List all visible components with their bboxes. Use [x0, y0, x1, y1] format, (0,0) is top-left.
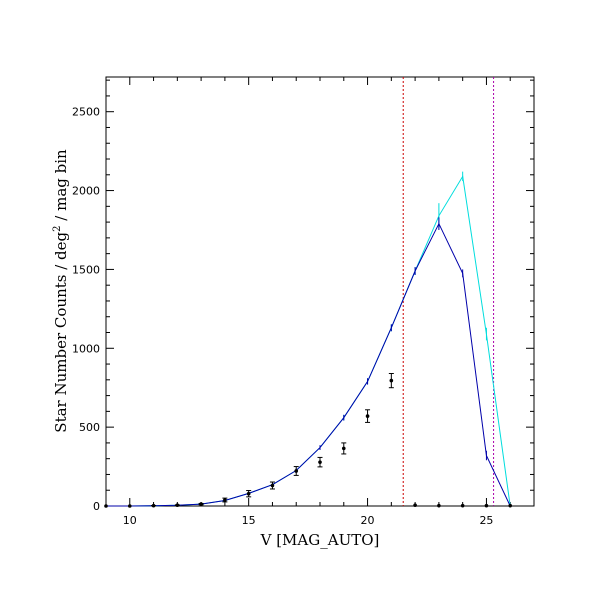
series-layer	[104, 171, 513, 508]
plot-border	[105, 76, 535, 507]
y-tick-label: 1000	[72, 342, 100, 355]
series-line	[106, 174, 511, 507]
data-point	[365, 414, 370, 418]
data-point	[223, 498, 227, 502]
data-point	[270, 483, 275, 488]
y-tick-label: 500	[79, 421, 100, 434]
y-tick-label: 2000	[72, 185, 100, 198]
data-point	[437, 503, 441, 508]
x-tick-label: 20	[361, 514, 375, 527]
data-point	[175, 503, 180, 508]
series-1	[106, 217, 511, 507]
data-point	[246, 491, 251, 496]
data-point	[484, 503, 489, 508]
x-tick-label: 15	[242, 514, 256, 527]
data-point	[294, 469, 299, 473]
series-2	[104, 373, 513, 508]
y-tick-label: 1500	[72, 263, 100, 276]
x-axis-label: V [MAG_AUTO]	[260, 531, 380, 549]
plot-frame	[105, 76, 535, 507]
data-point	[389, 378, 394, 383]
x-tick-label: 10	[123, 514, 137, 527]
data-point	[508, 503, 513, 508]
x-tick-label: 25	[479, 514, 493, 527]
data-point	[318, 460, 322, 464]
y-axis-ticks: 0 500 1000 1500 2000 2500	[72, 79, 534, 513]
series-0	[106, 171, 511, 507]
y-tick-label: 2500	[72, 106, 100, 119]
data-point	[127, 504, 132, 508]
data-point	[413, 503, 417, 508]
y-tick-label: 0	[93, 500, 100, 513]
data-point	[341, 446, 346, 451]
data-point	[199, 502, 203, 506]
y-axis-label: Star Number Counts / deg2 / mag bin	[52, 149, 70, 433]
data-point	[104, 504, 108, 508]
series-line	[106, 222, 511, 507]
limit-lines	[402, 77, 495, 506]
data-point	[151, 503, 156, 508]
data-point	[460, 503, 465, 508]
